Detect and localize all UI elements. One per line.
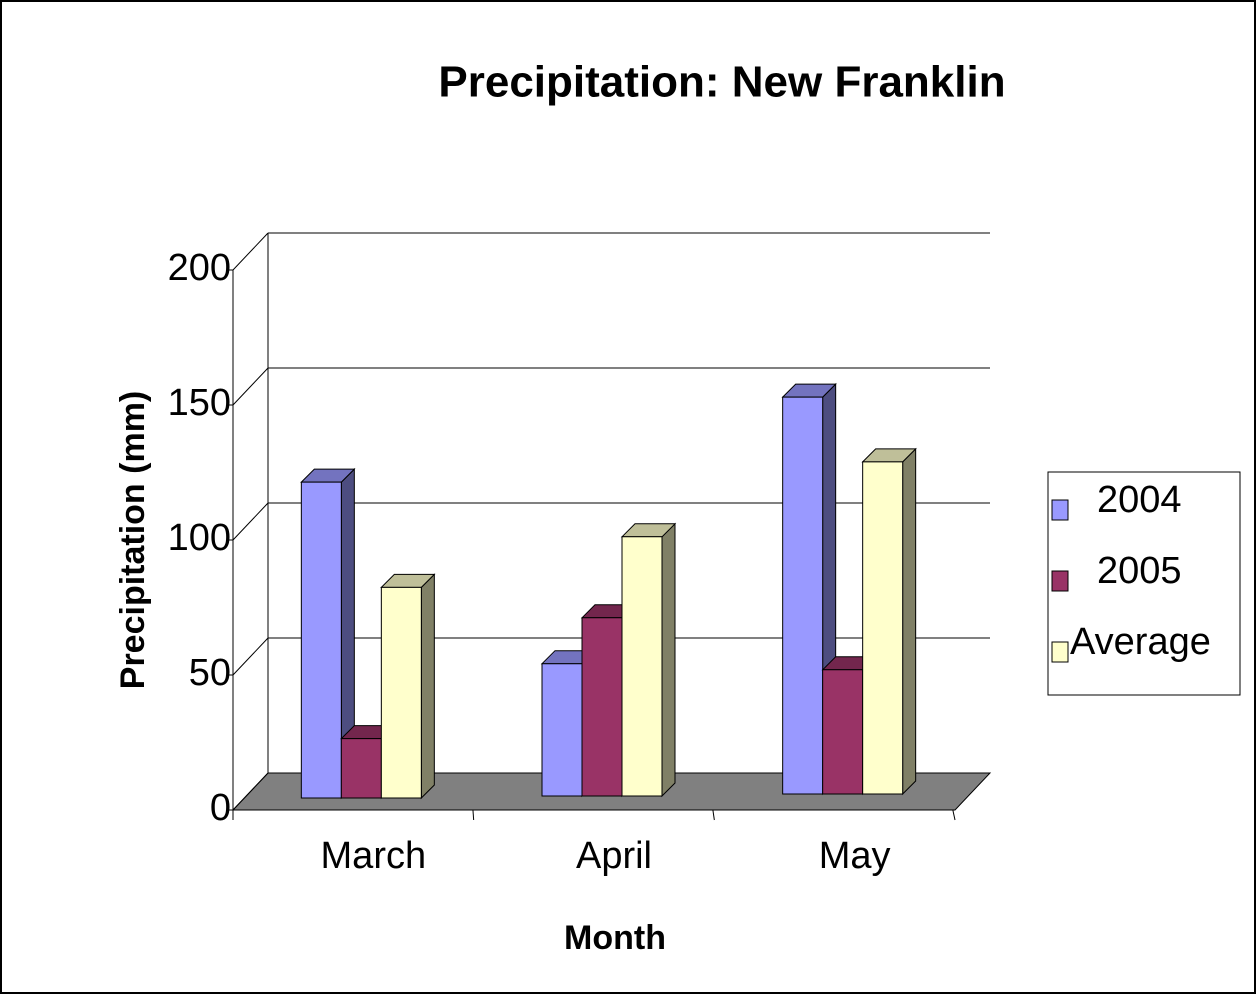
grid-line <box>232 232 269 271</box>
bar-face <box>782 396 824 795</box>
bar-face <box>661 522 676 798</box>
legend-box <box>1047 471 1241 696</box>
grid-line <box>232 637 269 676</box>
grid-line <box>232 772 269 811</box>
bar-face <box>621 536 663 797</box>
y-tick-label: 0 <box>210 787 231 829</box>
legend-swatch <box>1051 641 1069 663</box>
grid-line <box>232 502 269 541</box>
x-tick-label: April <box>576 835 652 877</box>
legend-swatch <box>1051 499 1069 521</box>
bar-face <box>581 617 623 797</box>
y-tick-label: 150 <box>168 382 231 424</box>
legend-label: 2004 <box>1097 479 1182 521</box>
bar-face <box>380 586 422 799</box>
x-tick-mark <box>712 809 715 821</box>
y-tick-label: 50 <box>189 652 231 694</box>
y-tick-label: 200 <box>168 247 231 289</box>
grid-line <box>232 367 269 406</box>
bar-face <box>340 738 382 799</box>
bar-face <box>300 481 342 799</box>
y-axis-label: Precipitation (mm) <box>114 391 152 689</box>
legend-label: Average <box>1070 621 1211 663</box>
x-axis-label: Month <box>564 919 666 957</box>
x-tick-label: May <box>819 835 891 877</box>
bar-face <box>822 669 864 795</box>
bar <box>380 573 436 800</box>
y-tick-label: 100 <box>168 517 231 559</box>
x-tick-mark <box>472 809 475 821</box>
bar-face <box>541 663 583 797</box>
bar <box>861 447 917 796</box>
bar <box>620 522 677 798</box>
legend-label: 2005 <box>1097 550 1182 592</box>
bar-face <box>902 447 917 796</box>
chart-title: Precipitation: New Franklin <box>438 58 1005 107</box>
legend-swatch <box>1051 570 1069 592</box>
x-tick-label: March <box>321 835 427 877</box>
bar <box>300 467 356 800</box>
bar-face <box>420 573 435 800</box>
x-tick-mark <box>952 809 956 821</box>
bar-face <box>862 461 904 795</box>
